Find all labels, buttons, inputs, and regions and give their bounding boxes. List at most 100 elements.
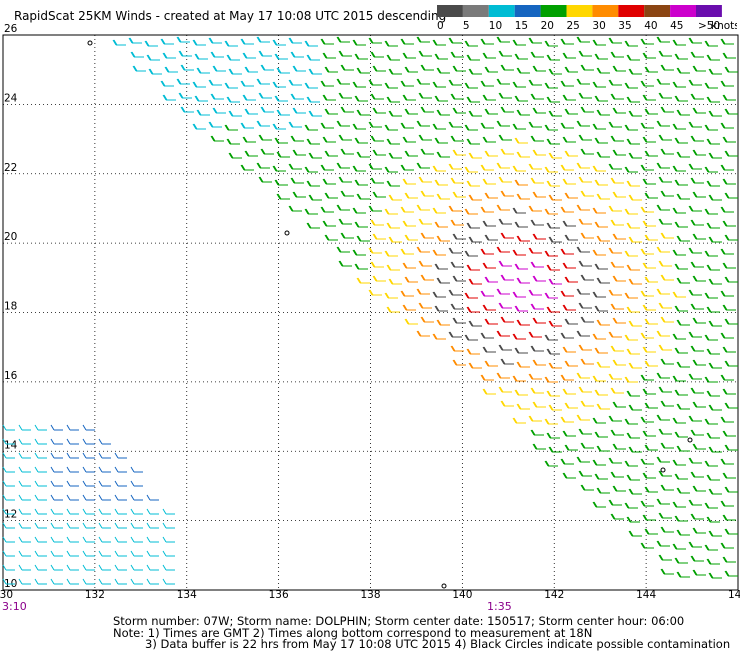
wind-barb: [612, 485, 626, 492]
wind-barb: [674, 431, 688, 438]
wind-barb: [672, 81, 686, 88]
wind-barb: [466, 96, 480, 103]
colorbar-label: 20: [541, 20, 554, 32]
wind-barb: [450, 345, 464, 352]
wind-barb: [482, 220, 496, 227]
wind-barb: [436, 67, 450, 74]
wind-barb: [708, 404, 722, 411]
wind-barb: [706, 96, 720, 103]
wind-barb: [82, 424, 95, 431]
wind-barb: [418, 218, 432, 225]
wind-barb: [562, 94, 576, 101]
wind-barb: [516, 151, 530, 158]
wind-barb: [514, 263, 528, 270]
wind-barb: [720, 416, 734, 423]
wind-barb: [370, 93, 384, 100]
wind-barb: [544, 40, 558, 47]
wind-barb: [434, 95, 448, 102]
wind-barb: [352, 207, 366, 214]
wind-barb: [706, 516, 720, 523]
wind-barb: [500, 148, 514, 155]
wind-barb: [500, 274, 514, 281]
wind-barb: [674, 137, 688, 144]
wind-barb: [688, 415, 702, 422]
wind-barb: [272, 81, 286, 88]
wind-barb: [338, 176, 352, 183]
wind-barb: [548, 278, 562, 285]
wind-barb: [722, 136, 736, 143]
wind-barb: [530, 135, 544, 142]
wind-barb: [98, 536, 111, 543]
wind-barb: [594, 95, 608, 102]
wind-barb: [720, 332, 734, 339]
wind-barb: [562, 430, 576, 437]
wind-barb: [66, 550, 79, 557]
wind-barb: [498, 302, 512, 309]
wind-barb: [578, 470, 592, 477]
wind-barb: [564, 360, 578, 367]
wind-barb: [468, 68, 482, 75]
wind-barb: [580, 106, 594, 113]
wind-barb: [368, 121, 382, 128]
wind-barb: [146, 550, 159, 557]
wind-barb: [480, 206, 494, 213]
wind-barb: [512, 207, 526, 214]
wind-barb: [594, 179, 608, 186]
wind-barb: [676, 445, 690, 452]
wind-barb: [548, 68, 562, 75]
wind-barb: [644, 486, 658, 493]
wind-barb: [528, 163, 542, 170]
wind-barb: [624, 82, 638, 89]
wind-barb: [416, 78, 430, 85]
wind-barb: [528, 37, 542, 44]
wind-barb: [658, 302, 672, 309]
wind-barb: [578, 428, 592, 435]
wind-barb: [114, 522, 127, 529]
wind-barb: [288, 163, 302, 170]
wind-barb: [356, 193, 370, 200]
wind-barb: [706, 138, 720, 145]
wind-barb: [50, 508, 63, 515]
wind-barb: [608, 247, 622, 254]
wind-barb: [690, 429, 704, 436]
wind-barb: [162, 536, 175, 543]
wind-barb: [98, 578, 111, 585]
wind-barb: [562, 262, 576, 269]
wind-barb: [576, 78, 590, 85]
wind-barb: [388, 236, 402, 243]
wind-barb: [272, 165, 286, 172]
wind-barb: [560, 374, 574, 381]
wind-barb: [658, 260, 672, 267]
wind-barb: [642, 388, 656, 395]
wind-barb: [658, 134, 672, 141]
wind-barb: [626, 54, 640, 61]
wind-barb: [608, 121, 622, 128]
wind-barb: [18, 480, 31, 487]
wind-barb: [368, 79, 382, 86]
wind-barb: [594, 53, 608, 60]
wind-barb: [276, 109, 290, 116]
wind-barb: [386, 96, 400, 103]
wind-barb: [50, 466, 63, 473]
wind-barb: [688, 373, 702, 380]
wind-barb: [18, 508, 31, 515]
wind-barb: [580, 484, 594, 491]
wind-barb: [658, 50, 672, 57]
wind-barb: [692, 233, 706, 240]
wind-barb: [512, 375, 526, 382]
wind-barb: [130, 522, 143, 529]
wind-barb: [404, 234, 418, 241]
wind-barb: [706, 306, 720, 313]
wind-barb: [178, 92, 192, 99]
wind-barb: [418, 92, 432, 99]
wind-barb: [384, 82, 398, 89]
wind-barb: [532, 107, 546, 114]
wind-barb: [528, 247, 542, 254]
wind-barb: [288, 79, 302, 86]
colorbar-swatch: [462, 5, 489, 17]
wind-barb: [672, 333, 686, 340]
wind-barb: [18, 522, 31, 529]
wind-barb: [448, 163, 462, 170]
wind-barb: [112, 39, 126, 46]
wind-barb: [404, 318, 418, 325]
